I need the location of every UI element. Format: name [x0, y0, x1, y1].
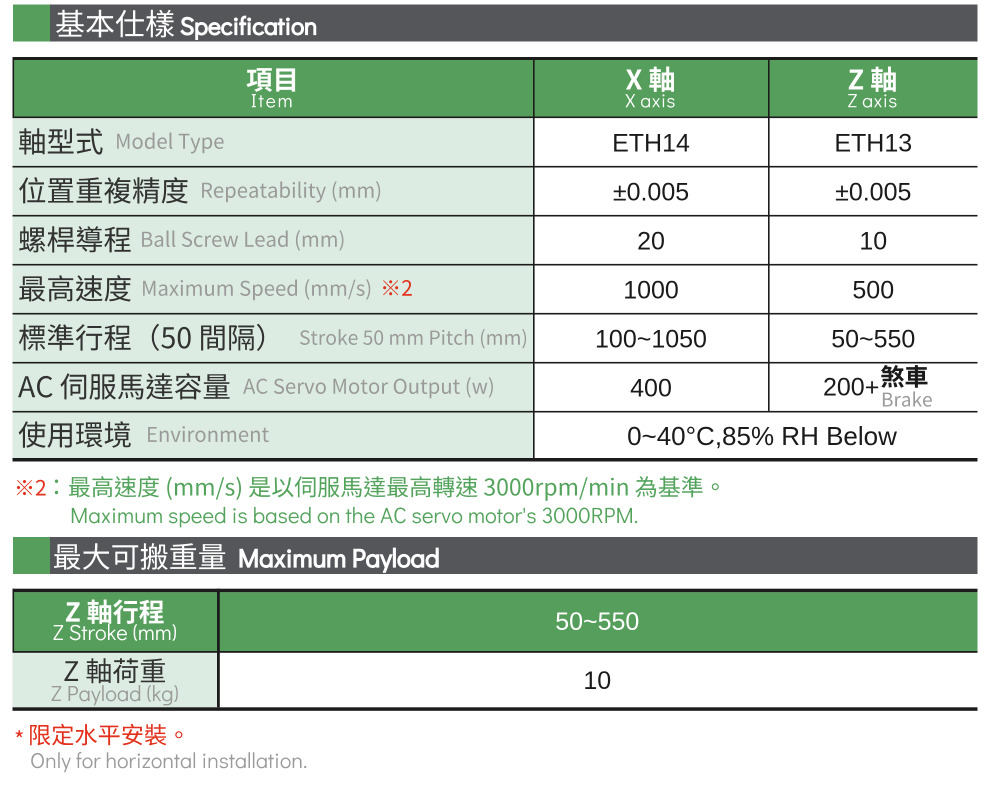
svg-text:±0.005: ±0.005: [835, 179, 911, 207]
svg-text:100~1050: 100~1050: [595, 326, 707, 354]
svg-text:20: 20: [637, 228, 665, 256]
svg-text:500: 500: [852, 277, 894, 305]
svg-text:1000: 1000: [623, 277, 679, 305]
svg-text:10: 10: [583, 667, 611, 695]
svg-text:10: 10: [859, 228, 887, 256]
svg-text:200+: 200+: [823, 374, 879, 402]
svg-text:ETH13: ETH13: [834, 130, 912, 158]
svg-text:±0.005: ±0.005: [613, 179, 689, 207]
svg-text:50~550: 50~550: [555, 608, 639, 636]
svg-text:400: 400: [630, 375, 672, 403]
svg-text:50~550: 50~550: [831, 326, 915, 354]
svg-text:ETH14: ETH14: [612, 130, 690, 158]
svg-text:0~40°C,85% RH Below: 0~40°C,85% RH Below: [627, 421, 897, 451]
